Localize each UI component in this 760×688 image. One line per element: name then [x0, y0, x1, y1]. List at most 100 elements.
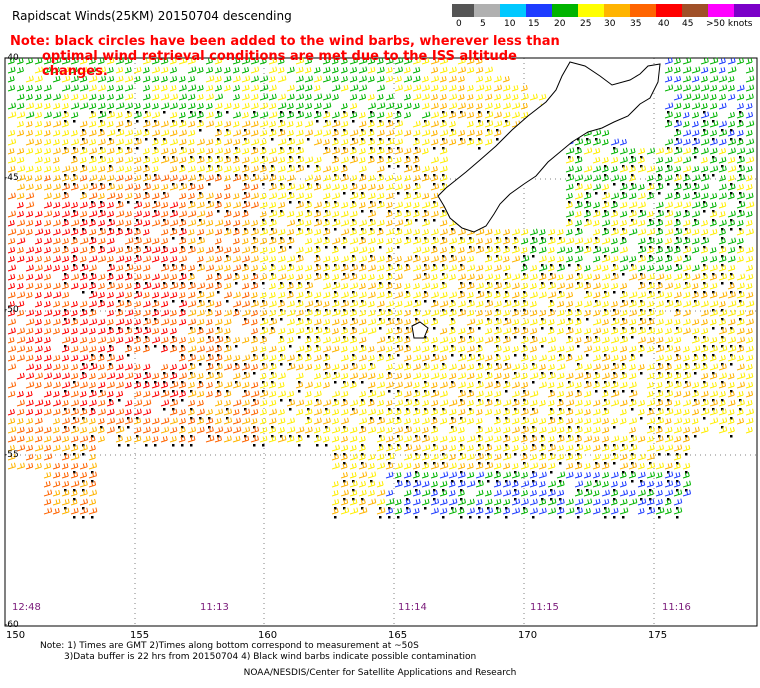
wind-barb	[232, 372, 241, 380]
contamination-marker	[352, 336, 355, 339]
wind-barb	[619, 183, 628, 191]
wind-barb	[349, 318, 359, 326]
wind-barb	[637, 453, 646, 461]
wind-barb	[196, 138, 205, 146]
wind-barb	[556, 453, 565, 461]
wind-barb	[448, 481, 456, 488]
wind-barb	[682, 480, 692, 488]
contamination-marker	[622, 237, 625, 240]
wind-barb	[268, 309, 276, 317]
wind-barb	[331, 336, 341, 344]
wind-barb	[70, 426, 80, 434]
wind-barb	[736, 417, 745, 425]
contamination-marker	[523, 390, 526, 393]
wind-barb	[421, 102, 430, 110]
wind-barb	[718, 372, 728, 380]
wind-barb	[277, 337, 285, 344]
wind-barb	[241, 229, 249, 236]
wind-barb	[151, 57, 160, 65]
wind-barb	[646, 282, 655, 290]
wind-barb	[421, 201, 431, 209]
contamination-marker	[298, 165, 301, 168]
wind-barb	[52, 237, 61, 245]
wind-barb	[358, 309, 367, 317]
wind-barb	[457, 138, 466, 146]
wind-barb	[250, 84, 260, 92]
wind-barb	[610, 138, 620, 146]
wind-barb	[574, 480, 584, 488]
wind-barb	[115, 246, 124, 254]
longitude-label: 165	[388, 630, 408, 641]
wind-barb	[187, 237, 196, 245]
wind-barb	[664, 264, 672, 272]
pass-time-label: 11:13	[200, 602, 229, 613]
wind-barb	[25, 138, 35, 146]
wind-barb	[565, 381, 575, 389]
wind-barb	[682, 57, 692, 65]
wind-barb	[439, 354, 447, 362]
wind-barb	[718, 417, 728, 425]
wind-barb	[484, 354, 493, 362]
wind-barb	[322, 417, 331, 425]
wind-barb	[610, 282, 619, 290]
wind-barb	[412, 93, 422, 101]
contamination-marker	[370, 120, 373, 123]
wind-barb	[637, 409, 645, 416]
wind-barb	[529, 489, 537, 497]
contamination-marker	[577, 156, 580, 159]
wind-barb	[214, 391, 222, 398]
wind-barb	[277, 354, 286, 362]
wind-barb	[655, 462, 665, 470]
contamination-marker	[406, 408, 409, 411]
wind-barb	[241, 255, 250, 263]
wind-barb	[214, 102, 223, 110]
wind-barb	[565, 471, 574, 479]
contamination-marker	[721, 363, 724, 366]
wind-barb	[664, 165, 673, 173]
wind-barb	[115, 390, 124, 398]
wind-barb	[205, 408, 213, 416]
wind-barb	[97, 219, 106, 227]
wind-barb	[142, 120, 151, 128]
contamination-marker	[316, 399, 319, 402]
wind-barb	[745, 273, 754, 281]
wind-barb	[655, 238, 663, 245]
wind-barb	[520, 390, 530, 398]
wind-barb	[664, 156, 673, 164]
wind-barb	[448, 120, 456, 128]
wind-barb	[43, 165, 52, 173]
wind-barb	[583, 265, 591, 272]
wind-barb	[178, 346, 186, 353]
wind-barb	[556, 300, 565, 308]
contamination-marker	[73, 516, 76, 519]
contamination-marker	[64, 192, 67, 195]
contamination-marker	[703, 363, 706, 366]
contamination-marker	[217, 354, 220, 357]
contamination-marker	[118, 309, 121, 312]
contamination-marker	[469, 354, 472, 357]
contamination-marker	[523, 300, 526, 303]
wind-barb	[556, 246, 566, 254]
wind-barb	[61, 381, 71, 389]
legend-label: 25	[580, 19, 592, 29]
contamination-marker	[676, 183, 679, 186]
wind-barb	[133, 372, 142, 380]
wind-barb	[25, 111, 35, 119]
wind-barb	[97, 381, 106, 389]
contamination-marker	[91, 156, 94, 159]
contamination-marker	[694, 390, 697, 393]
wind-barb	[70, 166, 78, 173]
contamination-marker	[568, 174, 571, 177]
wind-barb	[430, 418, 438, 425]
wind-barb	[16, 390, 24, 398]
contamination-marker	[604, 174, 607, 177]
wind-barb	[493, 274, 501, 281]
contamination-marker	[118, 201, 121, 204]
wind-barb	[151, 219, 161, 227]
wind-barb	[655, 156, 664, 164]
contamination-marker	[73, 498, 76, 501]
wind-barb	[574, 237, 584, 245]
wind-barb	[169, 165, 178, 173]
wind-barb	[565, 435, 574, 443]
wind-barb	[313, 102, 322, 110]
